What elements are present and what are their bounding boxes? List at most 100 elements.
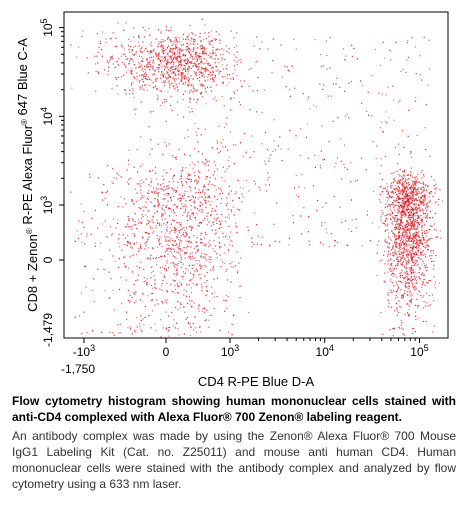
event-dot bbox=[162, 204, 164, 206]
event-dot bbox=[198, 189, 200, 191]
event-dot bbox=[177, 53, 179, 56]
event-dot bbox=[202, 48, 204, 50]
event-dot bbox=[186, 69, 189, 71]
event-dot bbox=[409, 267, 411, 269]
event-dot bbox=[301, 233, 303, 235]
event-dot bbox=[206, 271, 208, 274]
event-dot bbox=[169, 240, 171, 242]
event-dot bbox=[189, 279, 191, 281]
event-dot bbox=[139, 50, 141, 52]
event-dot bbox=[339, 86, 341, 88]
event-dot bbox=[387, 254, 389, 256]
event-dot bbox=[402, 222, 404, 224]
event-dot bbox=[146, 241, 148, 243]
event-dot bbox=[417, 247, 419, 249]
event-dot bbox=[209, 239, 211, 241]
event-dot bbox=[410, 268, 412, 270]
event-dot bbox=[205, 91, 207, 93]
event-dot bbox=[404, 243, 406, 245]
event-dot bbox=[136, 76, 138, 78]
event-dot bbox=[154, 258, 157, 260]
event-dot bbox=[185, 247, 187, 249]
event-dot bbox=[165, 99, 167, 101]
event-dot bbox=[406, 248, 408, 250]
event-dot bbox=[187, 195, 189, 198]
event-dot bbox=[138, 45, 140, 47]
event-dot bbox=[413, 328, 415, 330]
event-dot bbox=[420, 238, 422, 240]
event-dot bbox=[410, 271, 412, 274]
event-dot bbox=[425, 197, 427, 199]
event-dot bbox=[182, 263, 184, 265]
event-dot bbox=[175, 38, 177, 40]
event-dot bbox=[100, 49, 103, 51]
event-dot bbox=[288, 89, 291, 91]
event-dot bbox=[171, 229, 173, 232]
event-dot bbox=[418, 222, 420, 225]
event-dot bbox=[411, 216, 413, 218]
event-dot bbox=[131, 50, 133, 52]
event-dot bbox=[169, 57, 171, 59]
event-dot bbox=[414, 235, 416, 237]
event-dot bbox=[424, 224, 426, 226]
event-dot bbox=[196, 134, 198, 136]
event-dot bbox=[394, 250, 396, 252]
event-dot bbox=[133, 36, 135, 38]
event-dot bbox=[392, 252, 394, 254]
event-dot bbox=[208, 319, 210, 321]
event-dot bbox=[227, 194, 229, 196]
event-dot bbox=[177, 55, 179, 57]
event-dot bbox=[182, 278, 184, 280]
event-dot bbox=[193, 71, 195, 73]
event-dot bbox=[173, 41, 175, 43]
event-dot bbox=[125, 22, 127, 24]
event-dot bbox=[202, 189, 204, 191]
event-dot bbox=[208, 64, 210, 66]
event-dot bbox=[385, 217, 387, 220]
event-dot bbox=[197, 63, 199, 65]
event-dot bbox=[137, 222, 140, 224]
event-dot bbox=[181, 64, 183, 66]
event-dot bbox=[402, 184, 404, 186]
event-dot bbox=[164, 251, 166, 253]
event-dot bbox=[155, 38, 157, 40]
event-dot bbox=[224, 262, 226, 264]
event-dot bbox=[181, 74, 183, 76]
event-dot bbox=[173, 174, 175, 176]
event-dot bbox=[430, 176, 432, 178]
event-dot bbox=[409, 232, 411, 234]
event-dot bbox=[303, 207, 305, 209]
event-dot bbox=[203, 163, 205, 165]
event-dot bbox=[197, 66, 199, 68]
event-dot bbox=[133, 96, 135, 98]
event-dot bbox=[287, 148, 289, 150]
event-dot bbox=[95, 90, 97, 92]
event-dot bbox=[399, 277, 402, 279]
event-dot bbox=[292, 214, 294, 217]
event-dot bbox=[395, 188, 397, 190]
event-dot bbox=[140, 198, 142, 200]
event-dot bbox=[188, 50, 190, 52]
event-dot bbox=[165, 194, 167, 196]
event-dot bbox=[124, 255, 126, 257]
event-dot bbox=[164, 57, 166, 59]
event-dot bbox=[392, 221, 394, 223]
event-dot bbox=[221, 59, 223, 61]
event-dot bbox=[164, 85, 166, 87]
event-dot bbox=[230, 109, 232, 111]
event-dot bbox=[189, 237, 191, 239]
event-dot bbox=[148, 27, 150, 30]
event-dot bbox=[196, 64, 198, 66]
event-dot bbox=[413, 187, 415, 189]
event-dot bbox=[397, 219, 399, 221]
event-dot bbox=[165, 62, 167, 64]
event-dot bbox=[404, 178, 406, 180]
event-dot bbox=[243, 80, 245, 82]
event-dot bbox=[412, 209, 415, 211]
event-dot bbox=[174, 81, 176, 83]
event-dot bbox=[205, 176, 207, 178]
event-dot bbox=[260, 244, 262, 246]
event-dot bbox=[401, 202, 403, 204]
event-dot bbox=[406, 229, 409, 231]
event-dot bbox=[180, 81, 182, 83]
